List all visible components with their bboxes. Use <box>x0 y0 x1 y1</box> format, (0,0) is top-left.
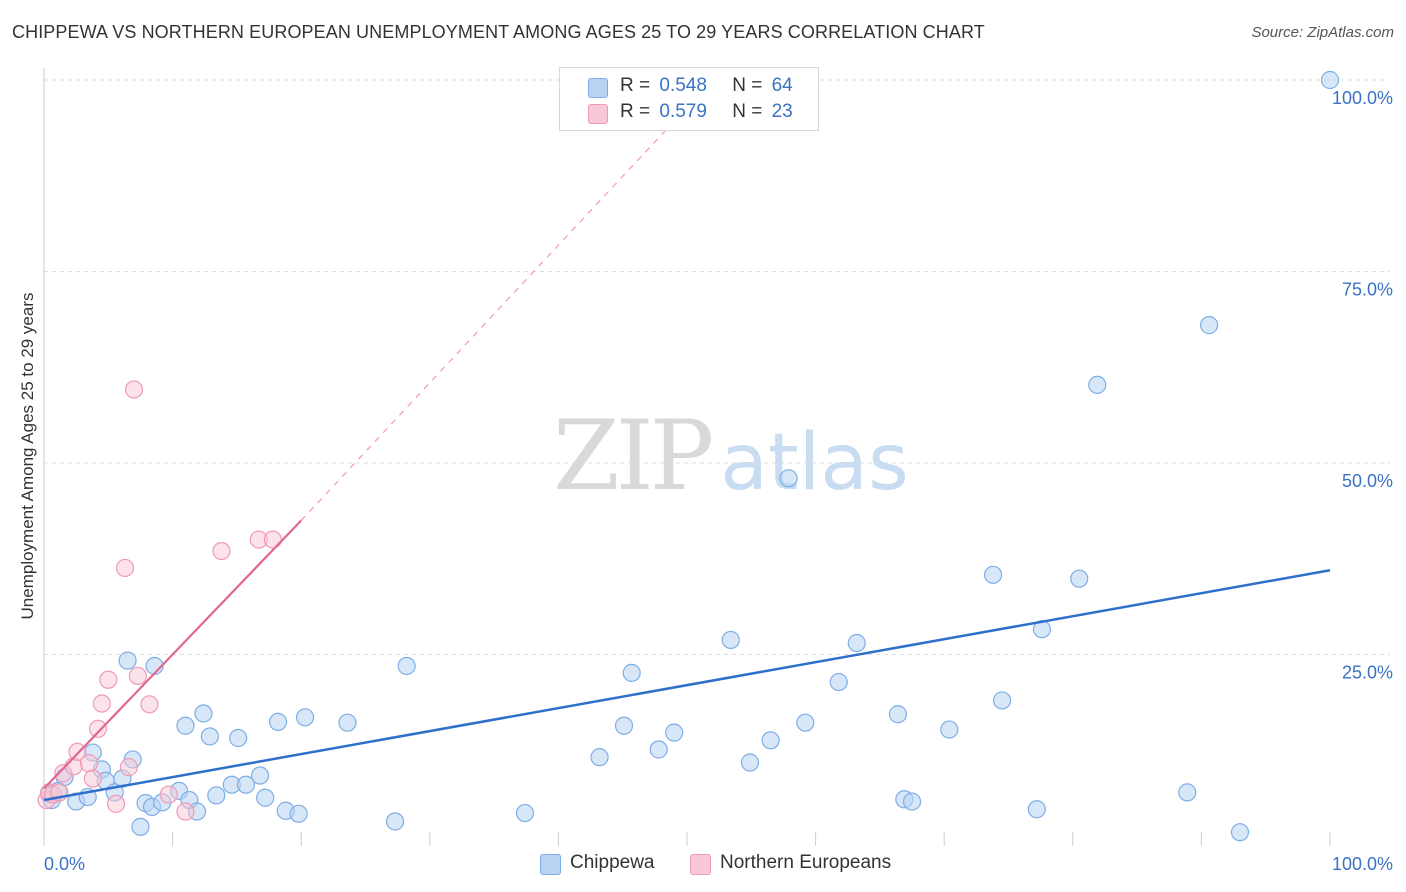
northern-europeans-swatch <box>690 854 711 875</box>
chippewa-point <box>397 656 416 676</box>
chippewa-point <box>1070 569 1089 588</box>
chippewa-point <box>622 663 641 682</box>
northern-europeans-trend-line <box>43 519 302 790</box>
watermark-zip: ZIP <box>553 400 714 512</box>
legend-label: Chippewa <box>570 852 655 873</box>
chippewa-point <box>1088 375 1107 394</box>
chippewa-point <box>940 720 959 739</box>
chippewa-point <box>983 565 1003 584</box>
chippewa-point <box>649 740 668 759</box>
n-value: 23 <box>771 101 793 122</box>
chippewa-point <box>740 753 760 772</box>
chippewa-point <box>992 691 1012 710</box>
legend-row-text: R = 0.579 N = 23 <box>620 101 793 123</box>
northern-europeans-point <box>128 666 147 686</box>
northern-europeans-point <box>212 541 231 561</box>
chippewa-swatch <box>588 78 608 98</box>
chippewa-point <box>229 728 248 748</box>
chippewa-point <box>236 775 256 794</box>
source-label: Source: ZipAtlas.com <box>1251 24 1394 41</box>
northern-europeans-point <box>176 802 195 821</box>
chippewa-point <box>295 708 315 727</box>
chippewa-point <box>1200 316 1219 335</box>
n-value: 64 <box>771 75 793 96</box>
northern-europeans-point <box>99 670 118 689</box>
chippewa-swatch <box>540 854 561 875</box>
r-value: 0.579 <box>659 101 707 122</box>
y-tick-label: 25.0% <box>1342 663 1393 683</box>
chippewa-point <box>1320 70 1340 90</box>
r-value: 0.548 <box>659 75 707 96</box>
chippewa-point <box>614 716 634 735</box>
legend-label: Northern Europeans <box>720 852 892 873</box>
x-tick-label: 0.0% <box>44 854 85 874</box>
chippewa-point <box>590 748 609 767</box>
northern-europeans-point <box>92 694 111 713</box>
chippewa-point <box>200 727 219 746</box>
chippewa-point <box>1230 823 1250 842</box>
chippewa-point <box>289 804 308 823</box>
northern-europeans-point <box>68 742 87 761</box>
n-label: N = <box>732 101 763 122</box>
northern-europeans-point <box>88 719 108 738</box>
northern-europeans-point <box>159 785 178 804</box>
northern-europeans-point <box>124 380 144 399</box>
chippewa-point <box>385 812 405 831</box>
chippewa-point <box>338 713 357 732</box>
northern-europeans-point <box>119 758 138 777</box>
r-label: R = <box>620 75 651 96</box>
northern-europeans-point <box>115 558 135 578</box>
northern-europeans-point <box>83 769 102 788</box>
northern-europeans-point <box>79 754 99 773</box>
chippewa-point <box>268 712 288 732</box>
chippewa-point <box>761 731 780 750</box>
chart-title: CHIPPEWA VS NORTHERN EUROPEAN UNEMPLOYME… <box>12 22 985 42</box>
chippewa-point <box>1178 783 1197 802</box>
chippewa-point <box>207 786 226 805</box>
legend-row-text: R = 0.548 N = 64 <box>620 75 793 97</box>
n-label: N = <box>732 75 763 96</box>
chippewa-point <box>665 723 684 742</box>
chippewa-point <box>250 766 270 785</box>
chippewa-point <box>131 817 150 836</box>
chippewa-point <box>721 630 740 650</box>
northern-europeans-swatch <box>588 104 608 124</box>
y-tick-label: 75.0% <box>1342 280 1393 300</box>
x-tick-label: 100.0% <box>1332 854 1393 874</box>
chippewa-point <box>194 704 213 723</box>
chippewa-point <box>847 633 866 653</box>
northern-europeans-point <box>140 695 159 714</box>
northern-europeans-trend-extension <box>300 79 714 521</box>
chippewa-point <box>118 651 137 670</box>
chippewa-point <box>796 713 815 732</box>
northern-europeans-point <box>263 530 283 549</box>
y-tick-label: 100.0% <box>1332 88 1393 108</box>
chippewa-point <box>902 792 922 811</box>
chippewa-trend-line <box>43 569 1331 802</box>
chippewa-point <box>256 788 275 807</box>
chippewa-point <box>829 672 848 692</box>
chippewa-point <box>1027 800 1046 819</box>
y-tick-label: 50.0% <box>1342 471 1393 491</box>
correlation-legend: R = 0.548 N = 64 R = 0.579 N = 23 <box>559 67 819 131</box>
chippewa-point <box>515 803 535 823</box>
chippewa-point <box>176 716 195 735</box>
r-label: R = <box>620 101 651 122</box>
chippewa-point <box>779 469 798 488</box>
northern-europeans-point <box>106 794 126 813</box>
chippewa-point <box>888 705 908 724</box>
